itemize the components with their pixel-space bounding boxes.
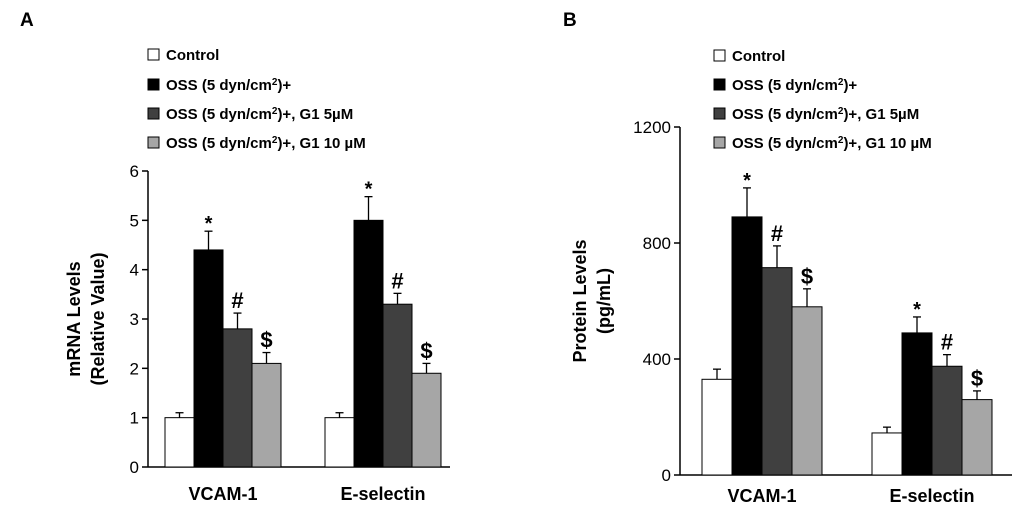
y-tick-label: 0 xyxy=(662,466,671,485)
bar xyxy=(251,362,282,468)
y-tick-label: 4 xyxy=(130,261,139,280)
bar xyxy=(222,328,253,468)
x-category-label: E-selectin xyxy=(340,484,425,504)
bar xyxy=(353,219,384,468)
x-category-label: VCAM-1 xyxy=(188,484,257,504)
legend-entry: Control xyxy=(732,48,785,65)
y-tick-label: 2 xyxy=(130,359,139,378)
bar xyxy=(901,332,933,476)
y-tick-label: 3 xyxy=(130,310,139,329)
y-tick-label: 1 xyxy=(130,409,139,428)
y-tick-label: 6 xyxy=(130,162,139,181)
significance-mark: $ xyxy=(971,366,983,391)
legend-entry: OSS (5 dyn/cm2)+ xyxy=(166,77,291,94)
x-category-label: E-selectin xyxy=(889,486,974,506)
legend-entry: OSS (5 dyn/cm2)+ xyxy=(732,77,857,94)
legend-entry: OSS (5 dyn/cm2)+, G1 10 µM xyxy=(166,135,366,152)
bar xyxy=(164,417,195,468)
significance-mark: * xyxy=(913,299,921,321)
legend-swatch xyxy=(713,49,726,62)
y-axis-title-units: (pg/mL) xyxy=(594,268,614,334)
panel-A: A Control OSS (5 dyn/cm2)+ OSS (5 dyn/cm2)+… xyxy=(20,10,450,504)
bar xyxy=(382,303,413,468)
bar xyxy=(193,249,224,468)
significance-mark: # xyxy=(941,330,953,355)
significance-mark: $ xyxy=(260,328,272,353)
x-category-label: VCAM-1 xyxy=(727,486,796,506)
bar xyxy=(931,365,963,476)
legend-entry: Control xyxy=(166,47,219,64)
y-axis-title: mRNA Levels xyxy=(64,261,84,376)
legend-entry: OSS (5 dyn/cm2)+, G1 5µM xyxy=(166,106,353,123)
significance-mark: * xyxy=(365,179,373,201)
legend-swatch xyxy=(147,78,160,91)
y-tick-label: 0 xyxy=(130,458,139,477)
y-tick-label: 400 xyxy=(643,350,671,369)
bar xyxy=(761,267,793,476)
significance-mark: $ xyxy=(801,264,813,289)
legend-entry: OSS (5 dyn/cm2)+, G1 10 µM xyxy=(732,135,932,152)
panel-label: A xyxy=(20,10,34,31)
significance-mark: # xyxy=(771,221,783,246)
bar xyxy=(871,432,903,476)
y-axis-title: Protein Levels xyxy=(570,239,590,362)
legend-swatch xyxy=(713,136,726,149)
panel-B: B Control OSS (5 dyn/cm2)+ OSS (5 dyn/cm2)+… xyxy=(563,10,1012,506)
legend-swatch xyxy=(147,48,160,61)
bar xyxy=(961,399,993,476)
y-tick-label: 1200 xyxy=(633,118,671,137)
significance-mark: * xyxy=(743,170,751,192)
bar xyxy=(701,378,733,476)
y-tick-label: 5 xyxy=(130,211,139,230)
bar xyxy=(411,372,442,468)
y-tick-label: 800 xyxy=(643,234,671,253)
significance-mark: * xyxy=(205,213,213,235)
bar xyxy=(324,417,355,468)
legend-swatch xyxy=(147,107,160,120)
legend-swatch xyxy=(713,107,726,120)
significance-mark: $ xyxy=(420,338,432,363)
legend-entry: OSS (5 dyn/cm2)+, G1 5µM xyxy=(732,106,919,123)
bar xyxy=(731,216,763,476)
panel-label: B xyxy=(563,10,577,31)
y-axis-title-units: (Relative Value) xyxy=(88,252,108,385)
significance-mark: # xyxy=(391,268,403,293)
significance-mark: # xyxy=(231,288,243,313)
legend-swatch xyxy=(147,136,160,149)
legend-swatch xyxy=(713,78,726,91)
bar xyxy=(791,306,823,476)
